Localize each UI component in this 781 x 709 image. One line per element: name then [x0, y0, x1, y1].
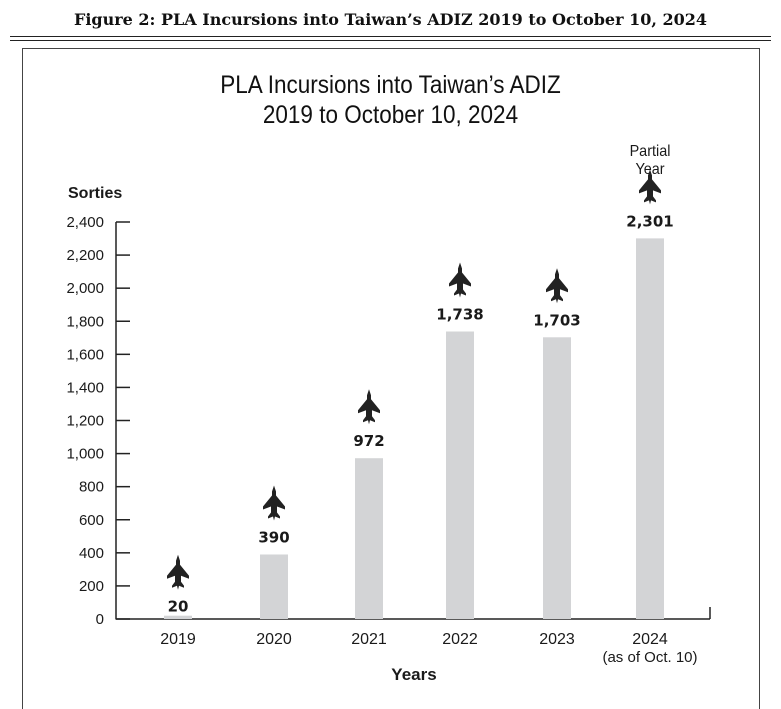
- partial-year-note-line-1: Partial: [629, 143, 671, 160]
- bar-2024: [636, 238, 664, 619]
- y-tick-label: 2,000: [66, 280, 104, 297]
- y-tick-label: 2,400: [66, 214, 104, 231]
- bar-2023: [543, 337, 571, 619]
- fighter-jet-icon: [263, 485, 285, 521]
- y-tick-label: 800: [79, 479, 104, 496]
- data-label-2019: 20: [168, 598, 189, 616]
- chart-title-line-2: 2019 to October 10, 2024: [262, 101, 519, 129]
- fighter-jet-icon: [449, 262, 471, 298]
- fighter-jet-icon: [167, 554, 189, 590]
- fighter-jet-icon: [546, 268, 568, 304]
- x-tick-label-2021: 2021: [351, 631, 387, 648]
- bar-2019: [164, 615, 192, 619]
- y-tick-label: 2,200: [66, 247, 104, 264]
- bar-2020: [260, 554, 288, 619]
- figure-caption: Figure 2: PLA Incursions into Taiwan’s A…: [73, 10, 708, 29]
- chart-frame: [22, 48, 760, 709]
- bar-2022: [446, 331, 474, 619]
- x-tick-label-2019: 2019: [160, 631, 196, 648]
- bar-2021: [355, 458, 383, 619]
- x-tick-label-2020: 2020: [256, 631, 292, 648]
- x-tick-label-2024: 2024: [632, 631, 668, 648]
- fighter-jet-icon: [358, 389, 380, 425]
- caption-rule-bottom: [10, 40, 771, 41]
- y-tick-label: 1,400: [66, 379, 104, 396]
- x-axis-label: Years: [391, 665, 436, 684]
- y-tick-label: 0: [96, 611, 104, 628]
- x-tick-label-2022: 2022: [442, 631, 478, 648]
- y-tick-label: 1,200: [66, 413, 104, 430]
- y-tick-label: 1,000: [66, 446, 104, 463]
- fighter-jet-icon: [639, 169, 661, 205]
- y-tick-label: 600: [79, 512, 104, 529]
- x-tick-sublabel: (as of Oct. 10): [602, 649, 697, 666]
- data-label-2021: 972: [353, 432, 384, 450]
- data-label-2020: 390: [258, 528, 289, 546]
- y-tick-label: 1,800: [66, 313, 104, 330]
- caption-rule-top: [10, 36, 771, 37]
- data-label-2022: 1,738: [436, 306, 483, 324]
- y-tick-label: 200: [79, 578, 104, 595]
- data-label-2023: 1,703: [533, 311, 580, 329]
- sorties-bar-chart: Sorties 0 200 400 600 800 1,000 1,200 1,400 1,600…: [66, 169, 711, 684]
- y-axis-label: Sorties: [68, 185, 122, 202]
- y-tick-label: 1,600: [66, 346, 104, 363]
- chart-title-line-1: PLA Incursions into Taiwan’s ADIZ: [220, 71, 561, 99]
- data-label-2024: 2,301: [626, 212, 673, 230]
- y-tick-label: 400: [79, 545, 104, 562]
- x-tick-label-2023: 2023: [539, 631, 575, 648]
